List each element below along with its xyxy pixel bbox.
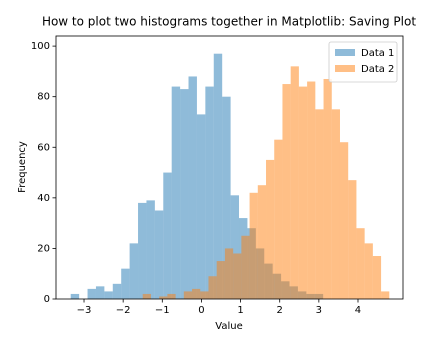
y-tick-label: 80: [37, 92, 50, 103]
bar: [146, 200, 155, 299]
axes-frame: [55, 35, 404, 300]
legend-swatch: [335, 65, 355, 72]
bar: [224, 248, 234, 299]
x-tick-label: 3: [316, 305, 322, 316]
legend-label: Data 2: [361, 64, 394, 75]
bar: [104, 291, 113, 299]
bar: [282, 84, 291, 299]
bar: [95, 286, 105, 299]
bar: [213, 53, 223, 300]
x-tick-label: 4: [355, 305, 361, 316]
bar: [200, 291, 209, 299]
bar: [171, 86, 181, 299]
bar: [167, 293, 176, 299]
bar: [70, 293, 80, 299]
bar: [331, 109, 340, 299]
x-tick-label: 2: [277, 305, 283, 316]
bar: [138, 202, 147, 299]
legend-label: Data 1: [361, 48, 394, 59]
y-tick-label: 20: [37, 243, 50, 254]
chart-title: How to plot two histograms together in M…: [42, 15, 416, 29]
bar: [266, 159, 275, 299]
x-tick-label: −3: [77, 305, 92, 316]
bar: [196, 114, 206, 300]
y-tick-label: 100: [31, 41, 50, 52]
bar: [192, 288, 201, 299]
bar: [356, 228, 365, 299]
bar: [364, 243, 373, 299]
bar: [163, 172, 172, 299]
bar: [87, 288, 96, 299]
bar: [241, 235, 250, 299]
bar: [230, 195, 240, 299]
bar: [348, 180, 357, 299]
y-axis-label: Frequency: [17, 141, 28, 193]
legend-swatch: [335, 49, 355, 56]
bar: [257, 185, 267, 299]
bar: [315, 109, 324, 299]
bar: [121, 268, 130, 299]
bar: [233, 253, 242, 299]
x-tick-label: −1: [155, 305, 170, 316]
bar: [216, 261, 225, 299]
bar: [154, 210, 164, 299]
y-tick-label: 60: [37, 142, 50, 153]
bar: [112, 283, 122, 299]
bar: [205, 86, 214, 299]
bar: [372, 256, 382, 299]
x-tick-label: 1: [237, 305, 243, 316]
bar: [323, 78, 332, 299]
y-tick-label: 40: [37, 193, 50, 204]
bar: [274, 139, 283, 299]
bar: [249, 192, 258, 299]
bar: [188, 76, 197, 299]
bar: [159, 296, 168, 299]
bar: [142, 293, 151, 299]
x-tick-label: −2: [116, 305, 131, 316]
bar: [298, 86, 308, 299]
bar: [183, 291, 193, 299]
bar: [208, 276, 217, 299]
y-tick-label: 0: [44, 294, 50, 305]
bar: [339, 142, 349, 299]
x-axis-label: Value: [215, 321, 242, 332]
bar: [222, 96, 231, 299]
bar: [129, 243, 139, 299]
bar: [381, 291, 390, 299]
bar: [307, 81, 316, 300]
bar: [180, 89, 189, 299]
bar: [290, 66, 299, 299]
x-tick-label: 0: [198, 305, 204, 316]
